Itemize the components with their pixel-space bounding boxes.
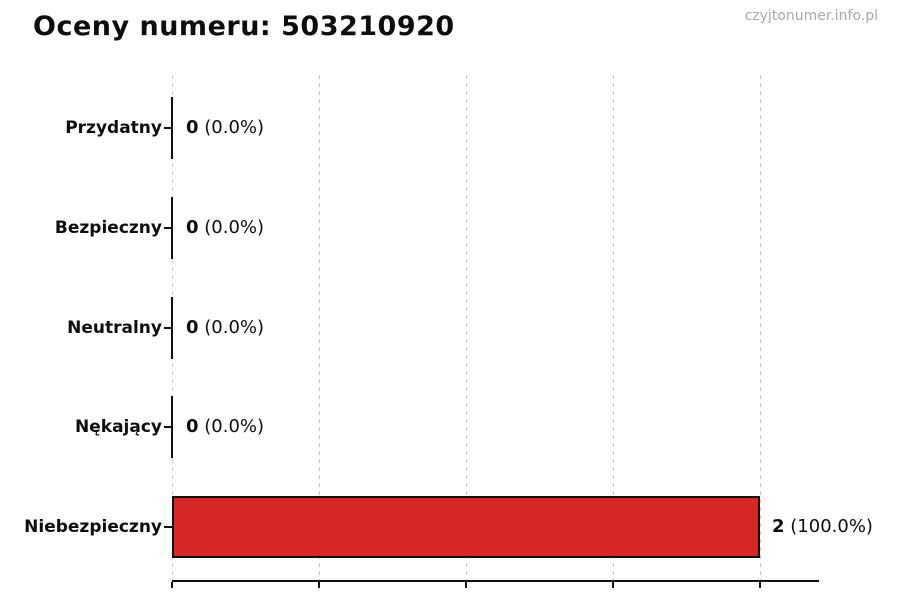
x-axis-tick [759, 582, 761, 588]
bar-value-label: 2 (100.0%) [772, 496, 873, 558]
x-axis-tick [318, 582, 320, 588]
watermark-site-name: czyjtonumer.info.pl [744, 8, 878, 24]
category-label: Neutralny [67, 318, 162, 338]
chart-title: Oceny numeru: 503210920 [33, 11, 455, 42]
bar-count: 0 [186, 217, 199, 238]
bar-row: Niebezpieczny 2 (100.0%) [0, 496, 900, 558]
bar-value-label: 0 (0.0%) [186, 197, 264, 259]
bar-percent: (100.0%) [790, 516, 873, 537]
bar-row: Nękający 0 (0.0%) [0, 396, 900, 458]
bar-count: 0 [186, 317, 199, 338]
gridline [760, 75, 761, 580]
bar-nekajacy [171, 396, 173, 458]
x-axis-tick [612, 582, 614, 588]
category-label: Bezpieczny [54, 218, 162, 238]
bar-row: Neutralny 0 (0.0%) [0, 297, 900, 359]
bar-value-label: 0 (0.0%) [186, 396, 264, 458]
bar-percent: (0.0%) [204, 317, 265, 338]
bar-count: 0 [186, 416, 199, 437]
bar-count: 0 [186, 117, 199, 138]
gridline [466, 75, 467, 580]
bar-niebezpieczny [172, 496, 760, 558]
bar-percent: (0.0%) [204, 117, 265, 138]
bar-percent: (0.0%) [204, 416, 265, 437]
category-label: Przydatny [65, 118, 162, 138]
category-label: Niebezpieczny [24, 517, 162, 537]
x-axis-tick [171, 582, 173, 588]
bar-neutralny [171, 297, 173, 359]
category-label: Nękający [75, 417, 162, 437]
bar-przydatny [171, 97, 173, 159]
gridline [613, 75, 614, 580]
bar-row: Przydatny 0 (0.0%) [0, 97, 900, 159]
y-axis-tick [164, 227, 172, 229]
y-axis-tick [164, 127, 172, 129]
gridline [319, 75, 320, 580]
y-axis-tick [164, 426, 172, 428]
x-axis-tick [465, 582, 467, 588]
y-axis-tick [164, 526, 172, 528]
bar-row: Bezpieczny 0 (0.0%) [0, 197, 900, 259]
bar-value-label: 0 (0.0%) [186, 297, 264, 359]
bar-bezpieczny [171, 197, 173, 259]
bar-percent: (0.0%) [204, 217, 265, 238]
bar-count: 2 [772, 516, 785, 537]
bar-value-label: 0 (0.0%) [186, 97, 264, 159]
y-axis-tick [164, 327, 172, 329]
